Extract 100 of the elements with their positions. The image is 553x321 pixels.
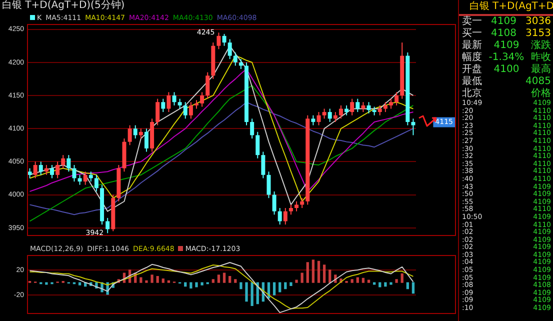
text: 白银 T+D(AgT+D: [459, 0, 553, 16]
candlestick: [128, 124, 132, 146]
candlestick: [300, 198, 304, 208]
bar: [190, 282, 192, 288]
bar: [162, 278, 164, 283]
bar: [362, 278, 365, 283]
bar: [306, 262, 309, 283]
text: 最新 4109 涨跌: [462, 40, 551, 52]
bar: [234, 279, 237, 283]
bar: [278, 282, 282, 292]
candlestick: [322, 108, 326, 120]
bar: [45, 282, 48, 285]
candlestick: [28, 168, 32, 179]
candlestick: [83, 171, 88, 186]
candlestick: [283, 208, 288, 226]
bar: [406, 282, 409, 290]
candlestick: [78, 174, 82, 186]
candlestick: [261, 151, 266, 179]
candlestick: [278, 208, 282, 226]
candlestick: [222, 33, 226, 46]
candlestick: [250, 118, 254, 140]
candlestick: [133, 124, 138, 140]
candlestick: [238, 58, 243, 70]
candlestick: [44, 164, 48, 176]
bar: [322, 264, 326, 283]
candlestick: [106, 217, 110, 234]
bar: [195, 282, 198, 288]
candlestick: [378, 104, 382, 116]
candlestick: [272, 190, 276, 216]
bar: [356, 277, 359, 283]
candlestick: [344, 104, 349, 116]
bar: [290, 282, 292, 286]
candlestick: [356, 98, 360, 113]
candlestick: [383, 102, 388, 113]
bar: [217, 274, 220, 283]
candlestick: [161, 98, 166, 113]
bar: [222, 272, 226, 283]
candlestick: [411, 118, 416, 136]
bar: [312, 260, 315, 283]
candlestick: [156, 98, 160, 126]
bar: [412, 282, 415, 294]
text: 北京 价格: [462, 88, 551, 99]
candlestick: [233, 52, 238, 66]
candlestick: [172, 92, 176, 106]
candlestick: [394, 92, 399, 106]
bar: [228, 276, 232, 283]
bar: [156, 276, 159, 283]
candlestick: [72, 164, 76, 182]
bar: [350, 279, 354, 283]
text: 幅度 -1.34% 昨收: [462, 52, 551, 64]
bar: [212, 279, 214, 283]
bar: [150, 274, 154, 283]
candlestick: [188, 102, 193, 120]
candlestick: [33, 161, 38, 179]
text: 开盘 4100 最高: [462, 64, 551, 76]
candlestick: [288, 204, 293, 216]
bar: [240, 282, 242, 290]
bar: [390, 282, 392, 285]
bar: [317, 260, 320, 283]
candlestick: [88, 171, 93, 182]
bar: [367, 280, 370, 283]
candlestick: [294, 200, 299, 212]
bar: [145, 280, 148, 283]
bar: [184, 282, 187, 287]
candlestick: [61, 154, 66, 169]
candlestick: [256, 131, 260, 159]
candlestick: [200, 92, 204, 108]
bar: [200, 282, 204, 286]
candlestick: [338, 104, 343, 120]
bar: [300, 272, 304, 283]
bar: [295, 280, 298, 283]
text: 买一 4108 3153: [462, 28, 551, 40]
bar: [400, 273, 404, 283]
candlestick: [216, 32, 221, 50]
candlestick: [206, 72, 210, 100]
candlestick: [50, 164, 54, 179]
bar: [395, 279, 398, 283]
candlestick: [144, 128, 148, 152]
text: 卖一 4109 3036: [462, 16, 551, 28]
bar: [250, 282, 254, 306]
bar: [167, 280, 170, 283]
bar: [378, 282, 382, 288]
bar: [384, 282, 387, 287]
bar: [78, 282, 82, 286]
candlestick: [228, 38, 232, 60]
bar: [140, 277, 142, 283]
bar: [328, 270, 332, 283]
candlestick: [166, 92, 171, 113]
candlestick: [311, 114, 316, 126]
candlestick: [94, 174, 98, 192]
candlestick: [361, 102, 366, 113]
bar: [272, 282, 276, 296]
candlestick: [183, 102, 188, 120]
bar: [372, 282, 376, 285]
candlestick: [266, 171, 271, 199]
candlestick: [388, 98, 393, 110]
candlestick: [350, 98, 354, 116]
candlestick: [178, 98, 182, 110]
candlestick: [328, 108, 332, 122]
candlestick: [316, 112, 321, 126]
